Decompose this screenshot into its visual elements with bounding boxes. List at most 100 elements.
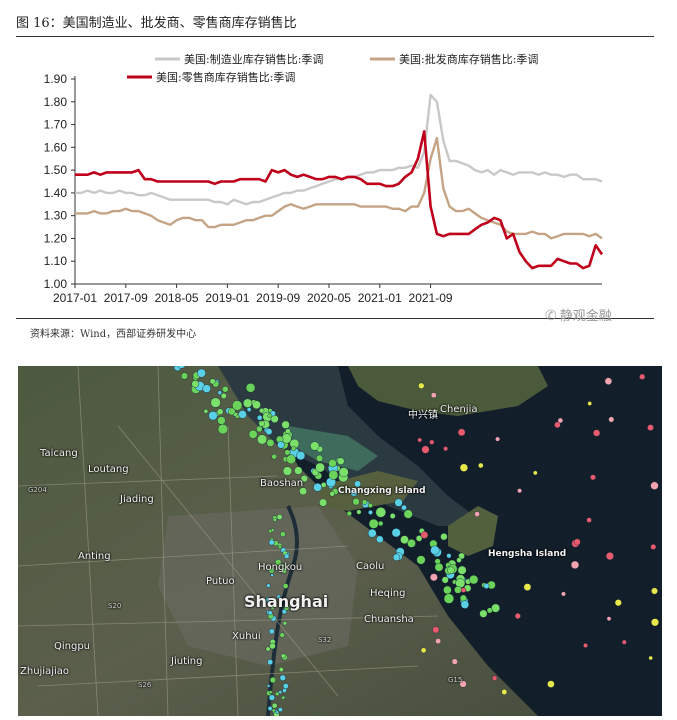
vessel-marker	[650, 481, 659, 490]
vessel-marker	[280, 653, 286, 659]
vessel-marker	[238, 410, 247, 419]
y-tick-label: 1.90	[44, 72, 68, 86]
y-tick-label: 1.60	[44, 140, 68, 154]
vessel-marker	[176, 366, 186, 369]
vessel-marker	[557, 417, 564, 424]
vessel-marker	[432, 626, 440, 634]
y-axis-ticks: 1.90 1.80 1.70 1.60 1.50 1.40 1.30 1.20 1.10 1.00	[44, 72, 75, 291]
x-tick-label: 2017-01	[53, 291, 97, 305]
vessel-marker	[457, 428, 466, 437]
vessel-marker	[259, 408, 265, 414]
vessel-marker	[258, 420, 265, 427]
vessel-marker	[271, 702, 278, 709]
y-tick-label: 1.50	[44, 163, 68, 177]
vessel-marker	[208, 411, 218, 421]
vessel-marker	[243, 398, 253, 408]
vessel-marker	[245, 383, 256, 393]
vessel-marker	[217, 423, 229, 435]
series-line-3	[75, 130, 604, 270]
x-tick-label: 2018-05	[155, 291, 199, 305]
series-line-1	[75, 93, 603, 206]
map-label-loutang: Loutang	[88, 464, 129, 475]
vessel-marker	[441, 576, 449, 584]
vessel-marker	[352, 498, 360, 506]
map-label-s26: S26	[138, 681, 152, 689]
vessel-marker	[277, 441, 285, 449]
vessel-marker	[280, 531, 286, 537]
vessel-marker	[267, 659, 274, 665]
vessel-marker	[446, 553, 452, 559]
vessel-marker	[282, 466, 293, 476]
vessel-marker	[483, 583, 490, 589]
vessel-marker	[281, 567, 287, 574]
vessel-marker	[378, 520, 384, 527]
inventory-sales-ratio-chart: 1.90 1.80 1.70 1.60 1.50 1.40 1.30 1.20 1.10 1.00…	[44, 52, 604, 305]
vessel-marker	[270, 573, 274, 577]
vessel-marker	[356, 509, 362, 515]
vessel-marker	[586, 517, 592, 523]
map-label-chenjia: Chenjia	[440, 404, 478, 415]
map-label-baoshan: Baoshan	[260, 478, 304, 489]
vessel-marker	[492, 675, 498, 681]
vessel-marker	[648, 655, 653, 661]
y-tick-label: 1.30	[44, 209, 68, 223]
vessel-marker	[329, 491, 335, 497]
vessel-marker	[458, 552, 465, 560]
vessel-marker	[474, 511, 480, 517]
vessel-marker	[376, 535, 384, 544]
vessel-marker	[367, 502, 373, 508]
vessel-marker	[561, 591, 566, 597]
vessel-marker	[285, 428, 291, 434]
x-tick-label: 2020-05	[307, 291, 351, 305]
vessel-marker	[270, 415, 279, 424]
vessel-marker	[268, 628, 275, 635]
vessel-marker	[268, 539, 275, 546]
shipping-traffic-map: Taicang Loutang G204 Jiading Baoshan Cha…	[18, 366, 662, 716]
map-label-taicang: Taicang	[40, 448, 78, 459]
vessel-marker	[434, 562, 444, 572]
chart-axes	[74, 76, 602, 285]
vessel-marker	[299, 487, 307, 496]
x-tick-label: 2021-01	[358, 291, 402, 305]
vessel-marker	[430, 392, 437, 399]
map-label-zhujiajiao: Zhujiajiao	[20, 666, 70, 677]
vessel-marker	[222, 386, 229, 393]
map-label-hongkou: Hongkou	[258, 562, 303, 573]
vessel-marker	[486, 607, 493, 614]
vessel-marker	[389, 513, 396, 519]
vessel-marker	[368, 518, 379, 529]
y-tick-label: 1.70	[44, 118, 68, 132]
y-tick-label: 1.40	[44, 186, 68, 200]
vessel-marker	[421, 445, 430, 454]
vessel-marker	[621, 639, 627, 645]
vessel-marker	[275, 558, 282, 566]
vessel-marker	[570, 560, 580, 570]
vessel-marker	[275, 691, 280, 697]
map-label-jiading: Jiading	[120, 494, 154, 505]
vessel-marker	[272, 517, 277, 522]
vessel-marker	[281, 563, 285, 568]
vessel-marker	[268, 694, 276, 701]
vessel-marker	[271, 708, 276, 713]
hengsha-island	[448, 506, 498, 556]
title-divider	[16, 36, 654, 37]
vessel-marker	[478, 462, 484, 469]
vessel-marker	[554, 421, 561, 429]
vessel-marker	[454, 585, 462, 594]
vessel-marker	[267, 706, 273, 711]
vessel-marker	[266, 439, 275, 447]
x-tick-label: 2019-01	[205, 291, 249, 305]
vessel-marker	[375, 507, 386, 518]
vessel-marker	[310, 441, 320, 451]
vessel-marker	[346, 510, 352, 517]
watermark-text: 静观金融	[559, 309, 612, 324]
vessel-marker	[459, 680, 467, 688]
vessel-marker	[282, 621, 287, 626]
map-label-zhongxing: 中兴镇	[408, 410, 438, 421]
vessel-marker	[614, 599, 622, 607]
y-tick-label: 1.80	[44, 95, 68, 109]
vessel-marker	[316, 454, 324, 462]
vessel-marker	[361, 499, 368, 505]
vessel-marker	[284, 449, 291, 456]
vessel-marker	[279, 632, 285, 638]
